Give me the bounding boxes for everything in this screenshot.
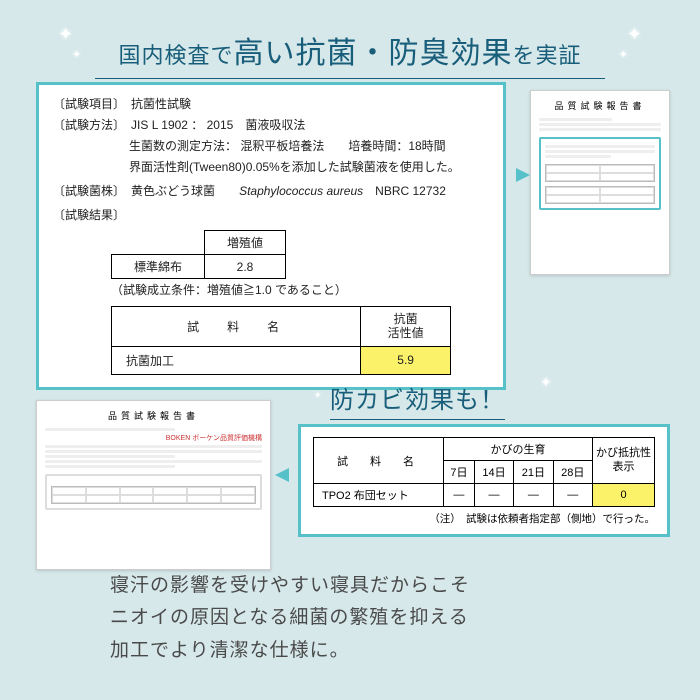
mini-report-title: 品質試験報告書 (539, 99, 661, 112)
t3-val: — (553, 484, 592, 507)
t2-row-name: 抗菌加工 (112, 346, 361, 374)
strain-label: 〔試験菌株〕 (53, 184, 119, 198)
arrow-right-icon (516, 168, 530, 182)
condition-note: （試験成立条件：増殖値≧1.0 であること） (111, 281, 491, 298)
test-method-line3: 界面活性剤(Tween80)0.05%を添加した試験菌液を使用した。 (129, 158, 491, 176)
para-l1: 寝汗の影響を受けやすい寝具だからこそ (110, 575, 470, 596)
arrow-left-icon (275, 468, 289, 482)
sparkle-icon: ✦ (619, 48, 628, 61)
strain-row: 〔試験菌株〕 黄色ぶどう球菌 Staphylococcus aureus NBR… (53, 182, 491, 200)
t3-day: 14日 (474, 461, 513, 484)
t3-day: 28日 (553, 461, 592, 484)
t3-day: 7日 (444, 461, 475, 484)
result-label: 〔試験結果〕 (53, 206, 491, 224)
test-item-row: 〔試験項目〕 抗菌性試験 (53, 95, 491, 113)
mold-subtitle: 防カビ効果も！ (330, 380, 505, 420)
strain-code: NBRC 12732 (375, 184, 446, 198)
t3-h-resist-l1: かび抵抗性 (596, 447, 651, 459)
t1-row-value: 2.8 (205, 255, 286, 279)
test-item-label: 〔試験項目〕 (53, 97, 119, 111)
sparkle-icon: ✦ (72, 48, 81, 61)
t3-h-growth: かびの生育 (444, 438, 593, 461)
summary-paragraph: 寝汗の影響を受けやすい寝具だからこそ ニオイの原因となる細菌の繁殖を抑える 加工… (110, 570, 660, 667)
t3-val: — (514, 484, 553, 507)
t2-header-activity: 抗菌 活性値 (361, 307, 451, 347)
t2-header-activity-l1: 抗菌 (394, 312, 418, 326)
t3-val: — (444, 484, 475, 507)
mold-note: （注） 試験は依頼者指定部（側地）で行った。 (313, 511, 655, 526)
antibacterial-report-card: 〔試験項目〕 抗菌性試験 〔試験方法〕 JIS L 1902 ： 2015 菌液… (36, 82, 506, 390)
t2-row-value: 5.9 (361, 346, 451, 374)
t2-header-activity-l2: 活性値 (388, 326, 424, 340)
sparkle-icon: ✦ (58, 24, 73, 45)
para-l2: ニオイの原因となる細菌の繁殖を抑える (110, 607, 469, 628)
test-method-row: 〔試験方法〕 JIS L 1902 ： 2015 菌液吸収法 (53, 116, 491, 134)
mini-highlight-box-2 (45, 474, 262, 510)
sparkle-icon: ✦ (314, 390, 322, 401)
mini-report-top: 品質試験報告書 (530, 90, 670, 275)
test-method-line2: 生菌数の測定方法： 混釈平板培養法 培養時間：18時間 (129, 137, 491, 155)
t3-h-resist: かび抵抗性 表示 (593, 438, 655, 484)
sparkle-icon: ✦ (627, 24, 642, 45)
sparkle-icon: ✦ (540, 374, 552, 391)
mold-table: 試料名 かびの生育 かび抵抗性 表示 7日 14日 21日 28日 TPO2 布… (313, 437, 655, 507)
test-method-line1: JIS L 1902 ： 2015 菌液吸収法 (131, 118, 305, 132)
t3-day: 21日 (514, 461, 553, 484)
t2-header-sample: 試料名 (112, 307, 361, 347)
strain-jp: 黄色ぶどう球菌 (131, 184, 215, 198)
boken-mark: BOKEN ボーケン品質評価機構 (45, 433, 262, 443)
mini-report-bottom: 品質試験報告書 BOKEN ボーケン品質評価機構 (36, 400, 271, 570)
t3-h-sample: 試料名 (314, 438, 444, 484)
headline-post: を実証 (513, 43, 582, 68)
strain-latin: Staphylococcus aureus (239, 184, 363, 198)
headline-pre: 国内検査で (118, 43, 233, 68)
mini-highlight-box (539, 137, 661, 210)
t3-val: — (474, 484, 513, 507)
t1-header: 増殖値 (205, 231, 286, 255)
para-l3: 加工でより清潔な仕様に。 (110, 640, 350, 661)
headline: 国内検査で高い抗菌・防臭効果を実証 (95, 28, 605, 79)
t3-row-name: TPO2 布団セット (314, 484, 444, 507)
mini-report-title-2: 品質試験報告書 (45, 409, 262, 422)
headline-emphasis: 高い抗菌・防臭効果 (234, 37, 513, 70)
test-item-value: 抗菌性試験 (131, 97, 191, 111)
t1-row-label: 標準綿布 (112, 255, 205, 279)
proliferation-table: 増殖値 標準綿布 2.8 (111, 230, 286, 279)
activity-table: 試料名 抗菌 活性値 抗菌加工 5.9 (111, 306, 451, 375)
test-method-label: 〔試験方法〕 (53, 118, 119, 132)
mold-report-card: 試料名 かびの生育 かび抵抗性 表示 7日 14日 21日 28日 TPO2 布… (298, 424, 670, 537)
t3-resist-value: 0 (593, 484, 655, 507)
t3-h-resist-l2: 表示 (613, 461, 635, 473)
